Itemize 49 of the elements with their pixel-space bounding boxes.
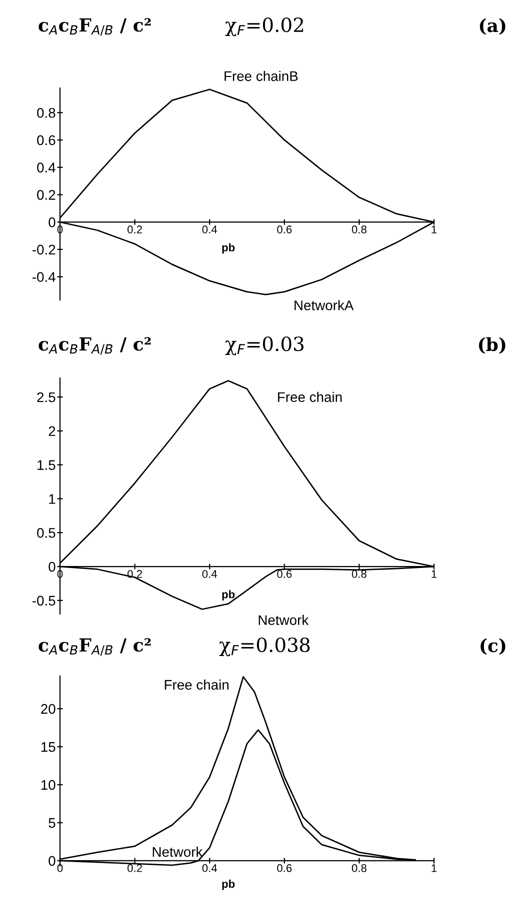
y-tick-label: 0.4 — [37, 162, 56, 172]
y-tick-label: -0.4 — [32, 272, 56, 282]
x-tick-label: 1 — [432, 226, 437, 234]
y-tick-label: 0.2 — [37, 190, 56, 200]
series-label: Free chainB — [224, 70, 298, 82]
text: (c) — [480, 638, 506, 655]
series-label: Free chain — [164, 680, 228, 690]
y-tick-label: 2 — [48, 426, 56, 436]
y-tick-label: 1.5 — [38, 460, 56, 470]
y-tick-label: -0.2 — [32, 244, 56, 255]
x-tick-label: 0.8 — [352, 570, 366, 578]
x-tick-label: 0.6 — [277, 570, 292, 578]
chart-title: χ$_{F}$=0.02 — [225, 17, 304, 36]
x-tick-label: 0.4 — [202, 864, 217, 872]
y-axis-title: c$_{A}$c$_{B}$F$_{A/B}$ / c² — [38, 337, 151, 355]
y-tick-label: 0.5 — [37, 528, 56, 538]
y-tick-label: 15 — [41, 742, 56, 752]
x-tick-label: 0.6 — [277, 864, 292, 872]
x-tick-label: 0.6 — [277, 226, 292, 234]
y-tick-label: 2.5 — [37, 392, 56, 402]
y-tick-label: 0.8 — [37, 108, 56, 118]
series-label: NetworkA — [294, 300, 354, 310]
x-axis-title: pb — [222, 243, 235, 254]
y-tick-label: -0.5 — [32, 596, 56, 606]
x-tick-label: 0.4 — [202, 570, 217, 578]
text: (b) — [478, 337, 506, 354]
series-label: Network — [258, 614, 309, 626]
y-tick-label: 1 — [49, 494, 56, 504]
series-label: Free chain — [278, 392, 342, 402]
x-tick-label: 0.2 — [128, 864, 142, 872]
y-tick-label: 0.6 — [37, 135, 56, 146]
y-tick-label: 0 — [48, 856, 56, 866]
series-label: Network — [152, 846, 203, 857]
y-tick-label: 5 — [48, 818, 56, 828]
x-axis-title: pb — [222, 880, 235, 890]
y-tick-label: 20 — [41, 704, 56, 714]
y-axis-title: c$_{A}$c$_{B}$F$_{A/B}$ / c² — [38, 18, 151, 36]
x-tick-label: 1 — [432, 570, 437, 578]
y-axis-title: c$_{A}$c$_{B}$F$_{A/B}$ / c² — [38, 638, 151, 656]
y-tick-label: 10 — [41, 780, 56, 790]
x-tick-label: 0.2 — [128, 226, 142, 234]
x-axis-title: pb — [222, 590, 235, 600]
x-tick-label: 0.8 — [352, 864, 366, 872]
x-tick-label: 0.4 — [202, 226, 217, 234]
x-tick-label: 1 — [432, 864, 437, 872]
text: (a) — [480, 18, 506, 35]
chart-title: χ$_{F}$=0.038 — [219, 637, 310, 656]
x-tick-label: 0.8 — [352, 226, 366, 234]
chart-title: χ$_{F}$=0.03 — [225, 336, 304, 356]
